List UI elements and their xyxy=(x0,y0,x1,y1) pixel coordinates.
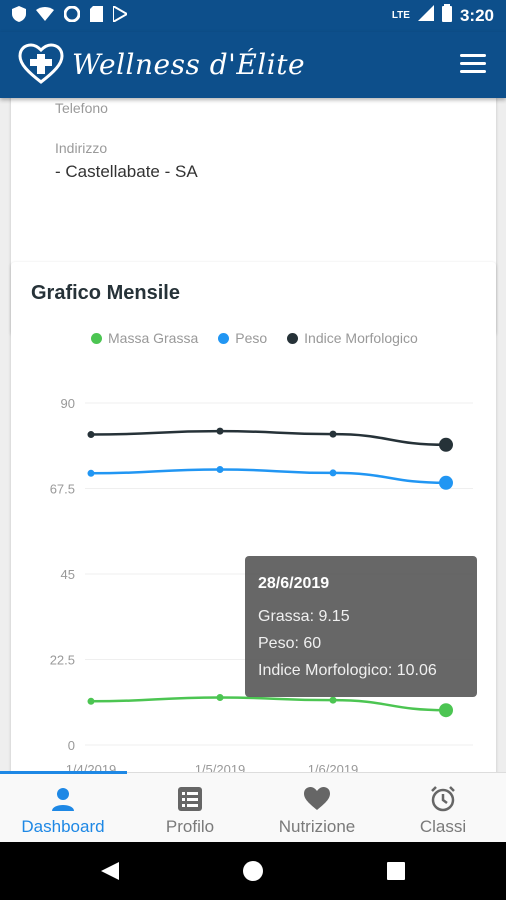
network-type: LTE xyxy=(391,10,410,21)
app-bar: Wellness d'Élite xyxy=(0,32,506,98)
monthly-chart-card: Grafico Mensile Massa Grassa Peso Indice… xyxy=(11,262,496,772)
menu-button[interactable] xyxy=(460,54,486,74)
menu-bar-icon xyxy=(460,70,486,73)
data-point xyxy=(439,703,453,718)
circle-app-icon xyxy=(63,5,81,27)
legend-item-massa-grassa[interactable]: Massa Grassa xyxy=(91,330,198,346)
nav-classi[interactable]: Classi xyxy=(380,773,506,843)
status-bar: LTE 3:20 xyxy=(0,0,506,32)
data-point xyxy=(216,694,224,701)
address-label: Indirizzo xyxy=(55,140,108,156)
data-point xyxy=(439,437,453,452)
data-point xyxy=(87,469,95,477)
clock-time: 3:20 xyxy=(459,5,494,25)
x-tick-label: 1/5/2019 xyxy=(195,762,246,772)
alarm-clock-icon xyxy=(429,785,457,813)
battery-icon xyxy=(441,4,452,27)
nav-label: Profilo xyxy=(165,817,215,836)
nav-dashboard[interactable]: Dashboard xyxy=(0,773,126,843)
menu-bar-icon xyxy=(460,62,486,65)
play-store-icon xyxy=(112,4,130,27)
app-title: Wellness d'Élite xyxy=(72,48,306,81)
back-icon[interactable] xyxy=(101,862,119,880)
y-tick-label: 67.5 xyxy=(50,482,75,497)
sd-card-icon xyxy=(90,6,103,27)
legend-dot-icon xyxy=(218,332,230,344)
address-value: - Castellabate - SA xyxy=(55,162,198,181)
heart-icon xyxy=(303,785,331,813)
wellness-logo-icon xyxy=(18,42,64,86)
y-tick-label: 90 xyxy=(61,396,75,411)
legend-item-peso[interactable]: Peso xyxy=(218,330,267,346)
dashboard-content[interactable]: Telefono Indirizzo - Castellabate - SA G… xyxy=(0,98,506,772)
chart-legend: Massa Grassa Peso Indice Morfologico xyxy=(91,330,418,346)
list-icon xyxy=(176,785,204,813)
tooltip-grassa: Grassa: 9.15 xyxy=(258,608,350,625)
series-line-indice-morfologico xyxy=(90,429,447,447)
person-icon xyxy=(49,785,77,813)
nav-label: Classi xyxy=(419,817,467,836)
legend-label: Indice Morfologico xyxy=(304,330,418,346)
data-point xyxy=(329,696,337,704)
y-tick-label: 22.5 xyxy=(50,653,75,668)
tooltip-peso: Peso: 60 xyxy=(258,635,322,652)
data-point xyxy=(87,431,95,439)
data-point xyxy=(216,466,224,473)
series-line-massa-grassa xyxy=(90,696,447,712)
data-point xyxy=(216,427,224,435)
nav-label: Dashboard xyxy=(21,817,105,836)
x-tick-label: 1/6/2019 xyxy=(308,762,359,772)
shield-icon xyxy=(12,6,26,27)
series-line-peso xyxy=(90,468,447,485)
recents-icon[interactable] xyxy=(387,862,405,880)
y-tick-label: 45 xyxy=(61,567,75,582)
tooltip-indice: Indice Morfologico: 10.06 xyxy=(258,662,437,679)
system-navigation-bar xyxy=(0,842,506,900)
signal-icon xyxy=(417,5,434,26)
legend-dot-icon xyxy=(287,332,299,344)
legend-dot-icon xyxy=(91,332,102,344)
nav-nutrizione[interactable]: Nutrizione xyxy=(254,773,380,843)
active-tab-indicator xyxy=(0,771,127,774)
nav-profilo[interactable]: Profilo xyxy=(127,773,253,843)
legend-label: Massa Grassa xyxy=(108,330,199,346)
data-point xyxy=(329,430,337,438)
nav-label: Nutrizione xyxy=(278,817,356,836)
data-point xyxy=(439,475,453,490)
data-point xyxy=(329,469,337,477)
wifi-question-icon xyxy=(36,7,54,26)
phone-label: Telefono xyxy=(55,100,108,116)
data-point xyxy=(87,697,95,705)
menu-bar-icon xyxy=(460,54,486,57)
chart-tooltip: 28/6/2019 Grassa: 9.15 Peso: 60 Indice M… xyxy=(245,556,477,697)
legend-label: Peso xyxy=(235,330,268,346)
bottom-navigation: Dashboard Profilo Nutrizione Classi xyxy=(0,771,506,843)
home-icon[interactable] xyxy=(243,861,263,881)
y-tick-label: 0 xyxy=(68,738,75,753)
chart-title: Grafico Mensile xyxy=(31,282,180,304)
tooltip-date: 28/6/2019 xyxy=(258,575,330,592)
legend-item-indice-morfologico[interactable]: Indice Morfologico xyxy=(287,330,418,346)
x-tick-label: 1/4/2019 xyxy=(66,762,117,772)
